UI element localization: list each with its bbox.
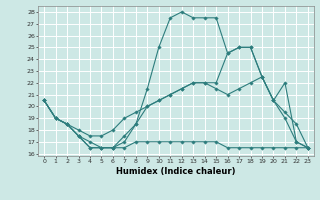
X-axis label: Humidex (Indice chaleur): Humidex (Indice chaleur) xyxy=(116,167,236,176)
